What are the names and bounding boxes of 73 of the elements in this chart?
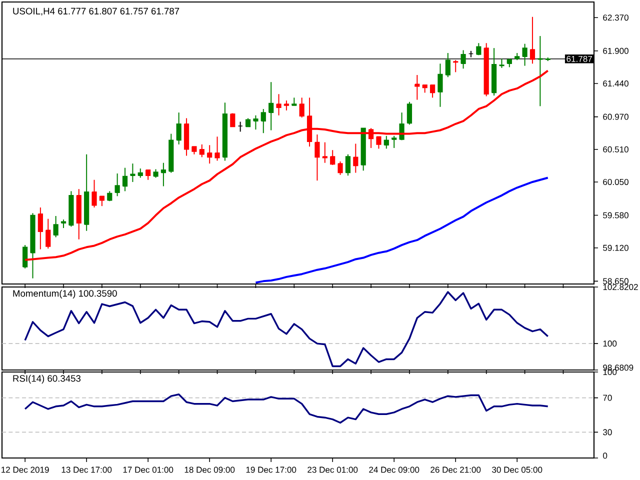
y-tick-label: 59.120	[603, 244, 628, 251]
candlestick	[499, 58, 504, 68]
y-tick-label: 61.440	[603, 80, 628, 87]
chart-title: RSI(14) 60.3453	[13, 374, 81, 384]
y-tick-label: 100	[603, 340, 617, 347]
candlestick	[130, 163, 136, 182]
candlestick	[538, 36, 543, 107]
candlestick	[314, 134, 320, 182]
x-tick-label: 26 Dec 21:00	[430, 466, 481, 473]
candlestick	[453, 60, 458, 73]
candlestick	[345, 154, 351, 176]
candlestick	[430, 84, 436, 98]
candlestick	[445, 52, 450, 78]
candlestick	[114, 172, 120, 197]
y-tick-label: 61.900	[603, 48, 628, 54]
candlestick	[268, 82, 274, 131]
candlestick	[46, 218, 51, 250]
candlestick	[22, 244, 28, 269]
candlestick	[99, 196, 105, 207]
candlestick	[406, 101, 412, 126]
y-tick-label: 0	[603, 452, 608, 459]
candlestick	[392, 135, 397, 148]
candlestick	[146, 169, 151, 180]
ref-line-label: 61.787	[566, 56, 592, 62]
candlestick	[522, 43, 528, 66]
candlestick	[122, 167, 128, 192]
x-tick-label: 19 Dec 17:00	[246, 466, 296, 473]
candlestick	[53, 215, 58, 238]
candlestick	[176, 112, 182, 145]
candlestick	[260, 108, 266, 134]
y-tick-label: 30	[603, 429, 612, 436]
chart-title: Momentum(14) 100.3590	[13, 290, 117, 299]
candlestick	[384, 135, 389, 150]
candlestick	[399, 112, 404, 141]
candlestick	[207, 144, 212, 164]
candlestick	[438, 63, 443, 108]
y-tick-label: 60.970	[603, 114, 628, 120]
x-tick-label: 23 Dec 01:00	[308, 466, 358, 473]
candlestick	[199, 144, 204, 158]
candlestick	[92, 179, 97, 208]
candlestick	[276, 94, 282, 116]
candlestick	[530, 16, 536, 64]
candlestick	[338, 160, 343, 176]
candlestick	[460, 50, 466, 70]
candlestick	[214, 136, 220, 162]
y-tick-label: 60.510	[603, 146, 628, 152]
candlestick	[353, 143, 358, 174]
candlestick	[253, 114, 258, 130]
y-tick-label: 100	[603, 368, 617, 376]
y-tick-label: 60.050	[603, 178, 628, 185]
x-tick-label: 30 Dec 05:00	[492, 466, 542, 473]
x-tick-label: 13 Dec 17:00	[62, 466, 112, 473]
candlestick	[476, 42, 482, 56]
candlestick	[38, 206, 43, 250]
candlestick	[322, 142, 328, 164]
candlestick	[376, 136, 382, 150]
y-tick-label: 62.370	[603, 14, 628, 21]
candlestick	[284, 100, 290, 111]
candlestick	[330, 150, 336, 166]
y-tick-label: 58.650	[603, 278, 628, 284]
candlestick	[230, 112, 236, 128]
candlestick	[138, 168, 143, 178]
candlestick	[160, 162, 166, 187]
y-tick-label: 59.580	[603, 212, 628, 218]
y-tick-label: 70	[603, 394, 612, 401]
x-tick-label: 24 Dec 09:00	[369, 466, 420, 473]
candlestick	[299, 97, 304, 118]
x-tick-label: 18 Dec 09:00	[184, 466, 235, 473]
y-tick-label: 102.8202	[603, 284, 638, 290]
x-tick-label: 17 Dec 01:00	[123, 466, 174, 473]
x-tick-label: 12 Dec 2019	[2, 466, 49, 473]
y-tick-label: 98.6809	[603, 364, 634, 371]
text: USOIL,H4 61.777 61.807 61.757 61.787	[13, 8, 180, 16]
